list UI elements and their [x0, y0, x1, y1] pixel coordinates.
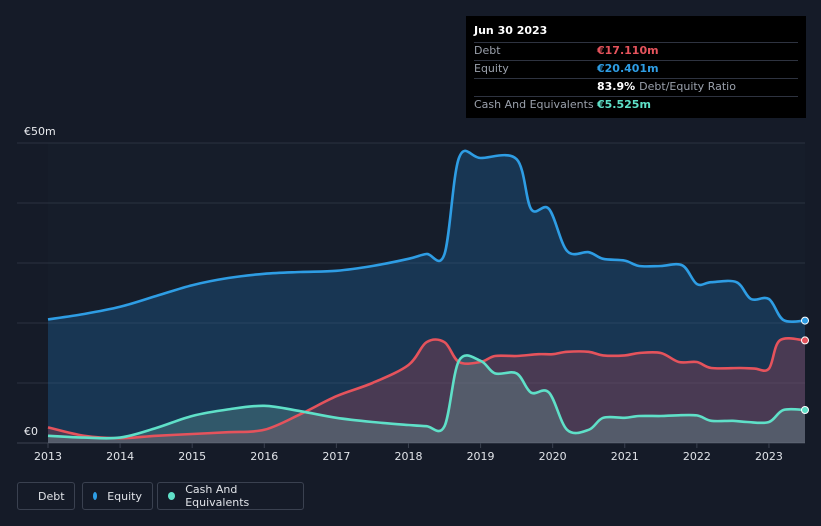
tooltip-panel: Jun 30 2023 Debt €17.110m Equity €20.401…: [466, 16, 806, 118]
y-axis-max-label: €50m: [24, 125, 56, 138]
x-tick-label-2019: 2019: [467, 450, 495, 463]
legend-equity-label: Equity: [107, 489, 142, 503]
legend-item-debt[interactable]: Debt: [17, 482, 75, 510]
tooltip-cash-value: €5.525m: [597, 98, 651, 111]
tooltip-cash-label: Cash And Equivalents: [474, 98, 594, 111]
tooltip-row-debt: Debt €17.110m: [474, 42, 798, 60]
tooltip-row-equity: Equity €20.401m: [474, 60, 798, 78]
legend-item-equity[interactable]: Equity: [82, 482, 153, 510]
line-cash-and-equivalents: [47, 354, 806, 440]
x-tick-label-2015: 2015: [178, 450, 206, 463]
tooltip-equity-value: €20.401m: [597, 62, 659, 75]
line-equity: [47, 149, 806, 324]
tooltip-row-cash: Cash And Equivalents €5.525m: [474, 96, 798, 114]
tooltip-debt-label: Debt: [474, 44, 501, 57]
y-axis-zero-label: €0: [24, 425, 38, 438]
legend-cash-label: Cash And Equivalents: [185, 483, 250, 509]
plot-background: [48, 143, 805, 443]
area-equity: [48, 150, 805, 443]
legend-debt-label: Debt: [38, 489, 65, 503]
legend-equity-dot: [93, 492, 98, 500]
tooltip-ratio-value: 83.9%: [597, 80, 636, 93]
x-tick-label-2020: 2020: [539, 450, 567, 463]
x-tick-label-2023: 2023: [755, 450, 783, 463]
x-tick-label-2022: 2022: [683, 450, 711, 463]
x-tick-label-2017: 2017: [322, 450, 350, 463]
legend-item-cash[interactable]: Cash And Equivalents: [157, 482, 304, 510]
x-tick-label-2013: 2013: [34, 450, 62, 463]
end-marker-debt: [801, 336, 809, 345]
tooltip-ratio-label: Debt/Equity Ratio: [639, 80, 736, 93]
tooltip-debt-value: €17.110m: [597, 44, 659, 57]
end-marker-cash-and-equivalents: [801, 406, 809, 414]
legend-cash-dot: [168, 492, 176, 500]
tooltip-ratio-spacer: [474, 79, 597, 96]
tooltip-date: Jun 30 2023: [474, 24, 548, 37]
tooltip-row-ratio: 83.9% Debt/Equity Ratio: [474, 78, 798, 96]
x-tick-label-2016: 2016: [250, 450, 278, 463]
area-cash-and-equivalents: [48, 355, 805, 443]
line-debt: [47, 337, 806, 440]
tooltip-equity-label: Equity: [474, 62, 509, 75]
end-marker-equity: [801, 316, 809, 325]
x-tick-label-2021: 2021: [611, 450, 639, 463]
x-tick-label-2018: 2018: [394, 450, 422, 463]
x-tick-label-2014: 2014: [106, 450, 134, 463]
